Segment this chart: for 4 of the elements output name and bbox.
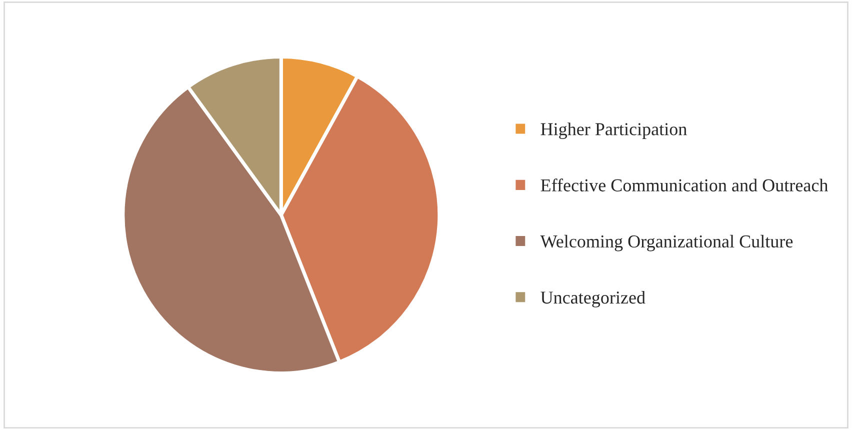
legend-label: Effective Communication and Outreach bbox=[540, 178, 828, 192]
legend-label: Uncategorized bbox=[540, 290, 646, 308]
legend-label: Welcoming Organizational Culture bbox=[540, 234, 793, 252]
legend-label: Higher Participation bbox=[540, 122, 687, 140]
